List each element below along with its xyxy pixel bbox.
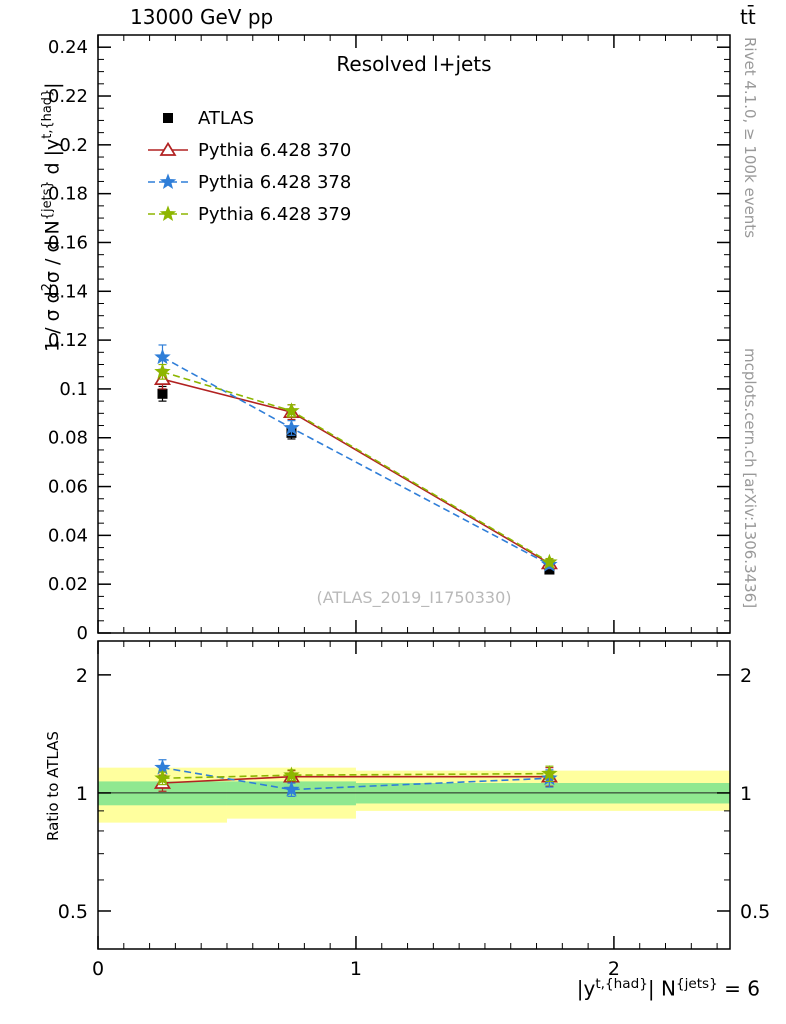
- rivet-version-label: Rivet 4.1.0, ≥ 100k events: [741, 37, 759, 239]
- legend-label: Pythia 6.428 379: [198, 203, 352, 225]
- tick-labels: 0 0.02 0.04 0.06 0.08 0.1 0.12 0.14 0.16 0.18 0.2 0…: [48, 37, 770, 980]
- svg-text:0.14: 0.14: [48, 281, 88, 302]
- ratio-axis-label: Ratio to ATLAS: [44, 731, 62, 841]
- y-axis-label: 1 / σ d2σ / d N{jets} d |yt,{had}|: [40, 82, 64, 352]
- square-marker-icon: [163, 113, 173, 123]
- svg-text:0.24: 0.24: [48, 37, 88, 58]
- star-marker-icon: [148, 173, 188, 189]
- legend-label: ATLAS: [198, 107, 255, 129]
- star-marker-icon: [148, 205, 188, 221]
- svg-text:2: 2: [76, 665, 88, 687]
- legend-item-2: Pythia 6.428 378: [146, 166, 351, 198]
- svg-text:0.5: 0.5: [740, 901, 770, 923]
- legend: ATLAS Pythia 6.428 370 Pythia 6.428 378 Pyt…: [146, 102, 351, 230]
- svg-text:0.1: 0.1: [59, 379, 88, 400]
- ratio-series: [153, 759, 558, 797]
- analysis-watermark: (ATLAS_2019_I1750330): [316, 588, 512, 607]
- legend-label: Pythia 6.428 370: [198, 139, 352, 161]
- legend-label: Pythia 6.428 378: [198, 171, 352, 193]
- svg-text:0.12: 0.12: [48, 330, 88, 351]
- svg-text:0.04: 0.04: [48, 525, 88, 546]
- svg-text:2: 2: [740, 665, 752, 687]
- x-axis-label: |yt,{had}| N{jets} = 6: [576, 976, 760, 1001]
- axis-ticks: [97, 34, 730, 949]
- svg-text:0.02: 0.02: [48, 574, 88, 595]
- beam-energy-label: 13000 GeV pp: [130, 5, 274, 29]
- svg-text:0: 0: [92, 958, 104, 980]
- svg-text:0.18: 0.18: [48, 184, 88, 205]
- plot-title: Resolved l+jets: [336, 52, 492, 76]
- svg-text:1: 1: [76, 783, 88, 805]
- legend-item-0: ATLAS: [146, 102, 351, 134]
- legend-item-1: Pythia 6.428 370: [146, 134, 351, 166]
- svg-text:2: 2: [608, 958, 620, 980]
- main-series: [153, 344, 558, 575]
- process-label: tt̄: [740, 5, 756, 29]
- svg-text:0.2: 0.2: [59, 135, 88, 156]
- svg-text:1: 1: [350, 958, 362, 980]
- svg-text:0: 0: [77, 623, 88, 644]
- svg-text:0.08: 0.08: [48, 428, 88, 449]
- svg-text:0.06: 0.06: [48, 477, 88, 498]
- mcplots-citation-label: mcplots.cern.ch [arXiv:1306.3436]: [741, 348, 759, 609]
- svg-text:1: 1: [740, 783, 752, 805]
- svg-text:0.22: 0.22: [48, 86, 88, 107]
- svg-text:0.5: 0.5: [58, 901, 88, 923]
- svg-text:0.16: 0.16: [48, 232, 88, 253]
- legend-item-3: Pythia 6.428 379: [146, 198, 351, 230]
- triangle-open-marker-icon: [148, 141, 188, 156]
- axes-frames: [97, 34, 731, 950]
